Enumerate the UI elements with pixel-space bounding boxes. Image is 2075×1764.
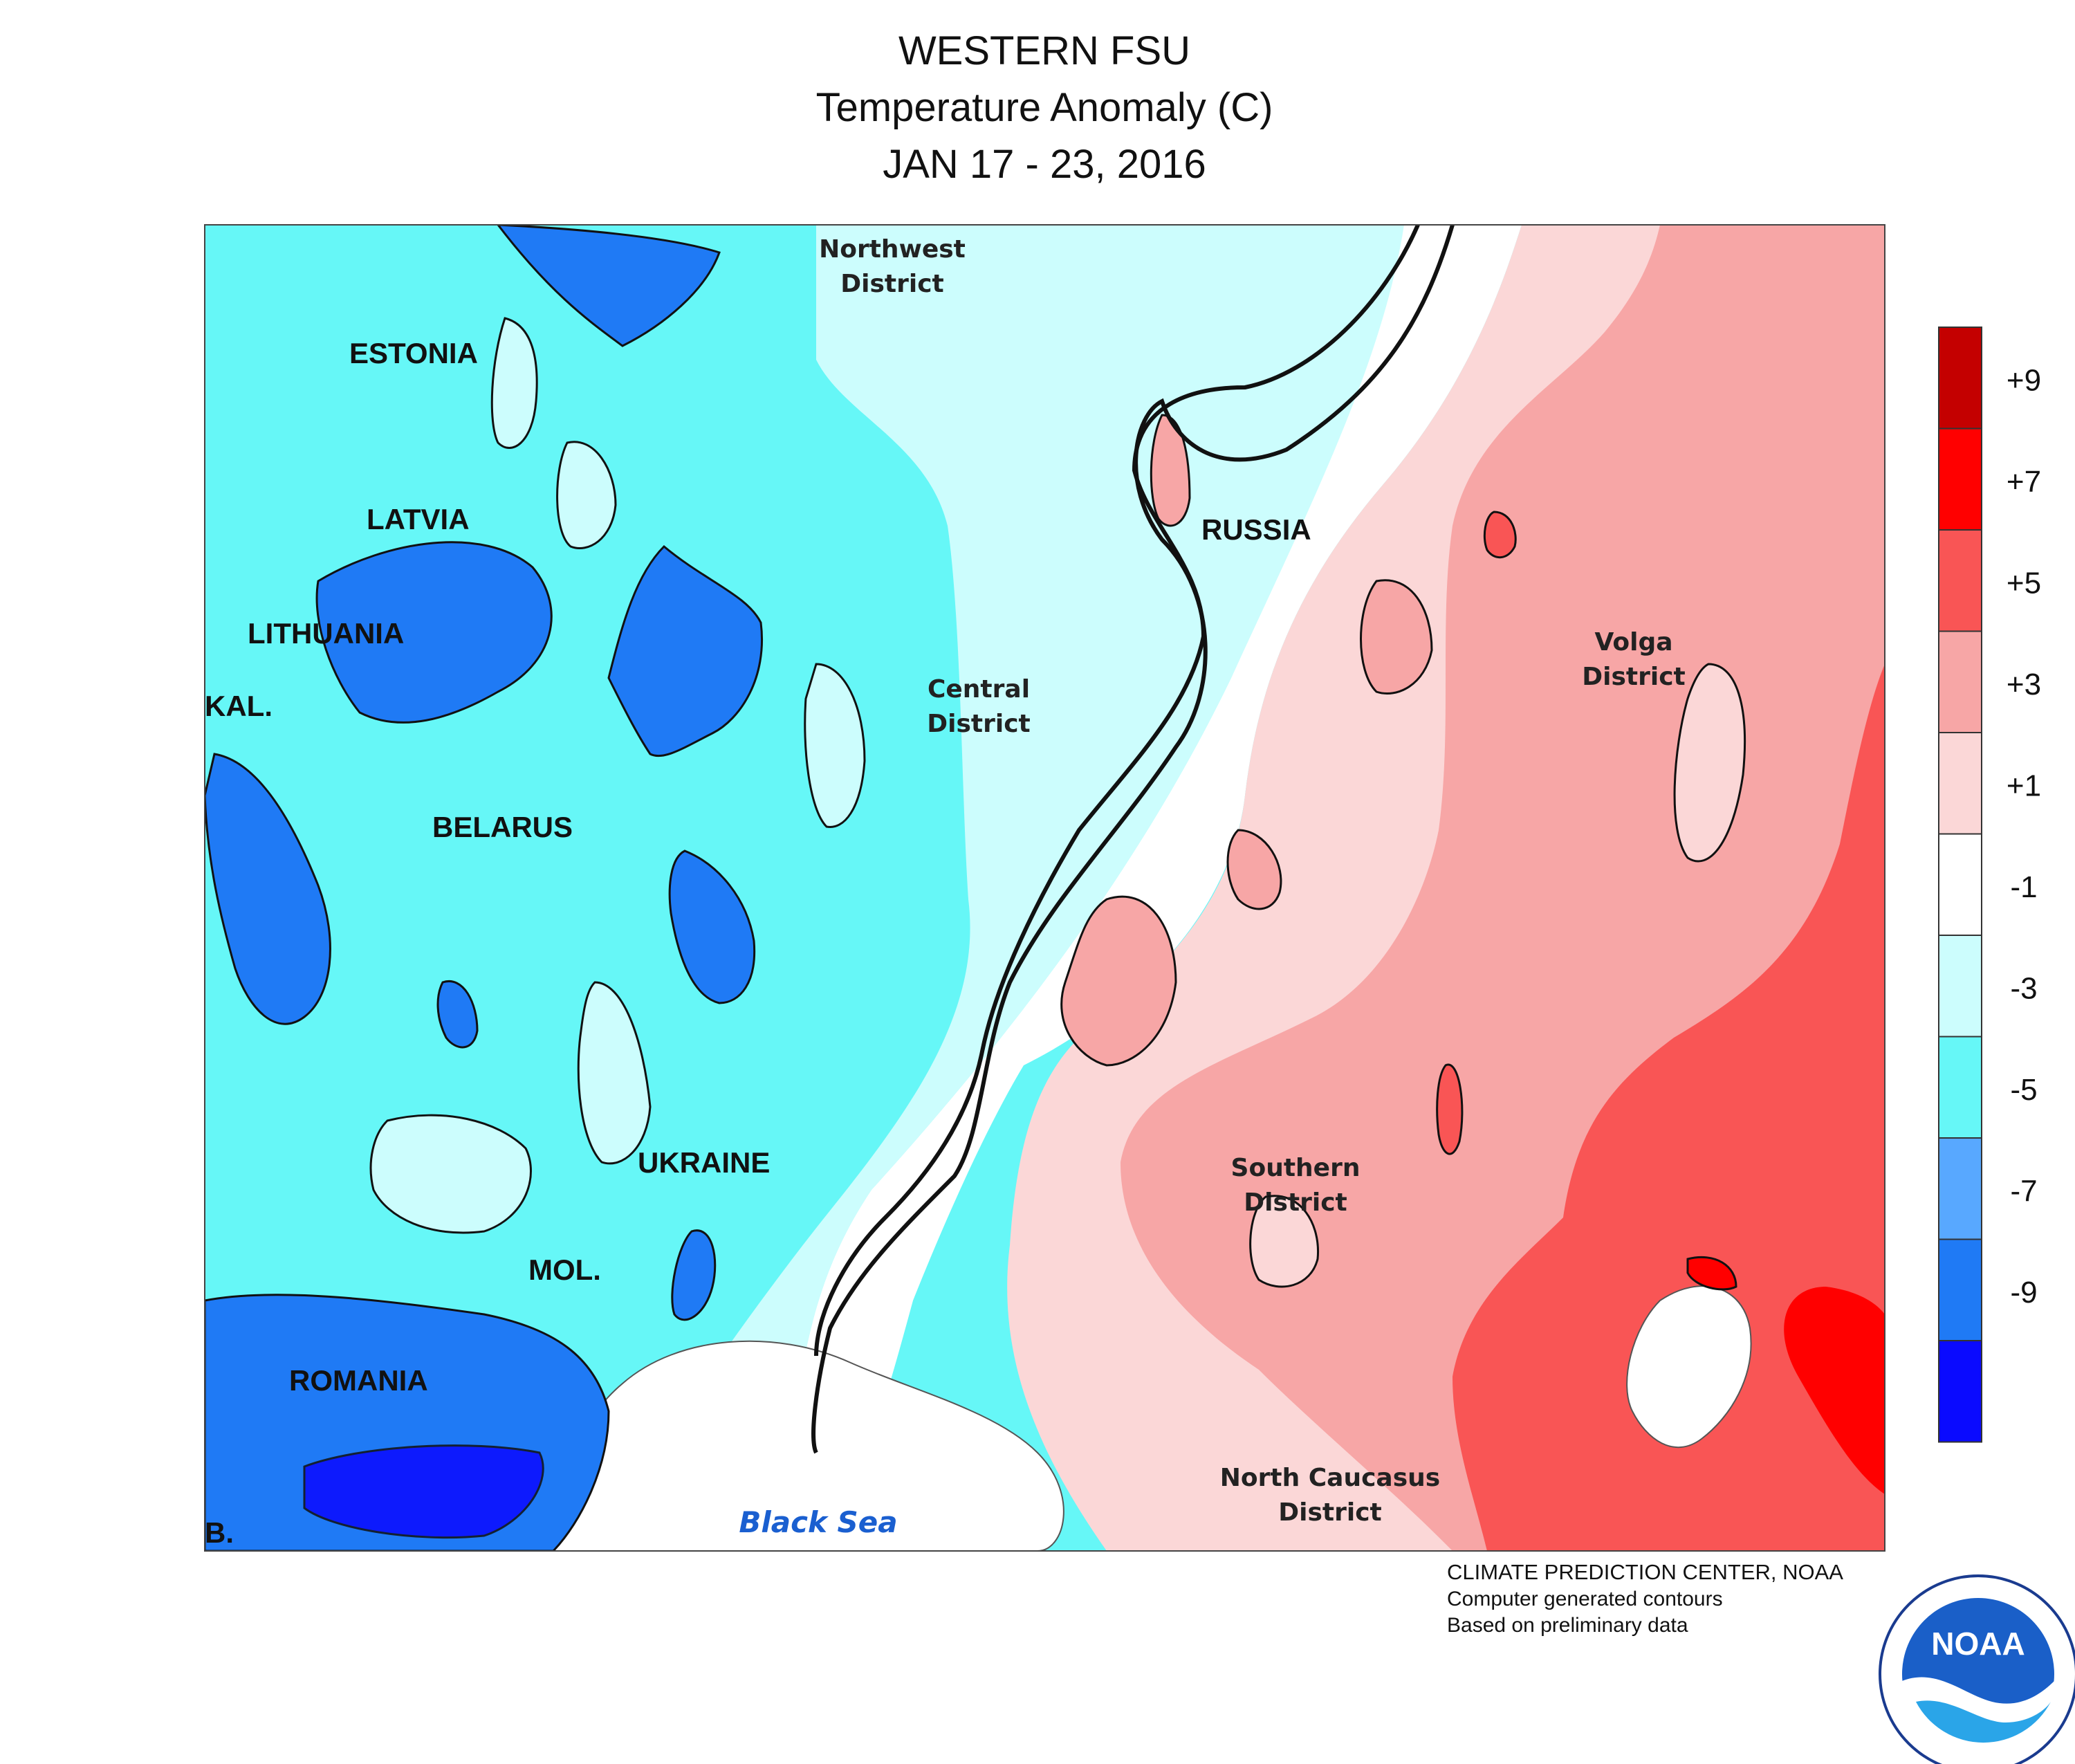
cold-core-ukraine-north <box>668 849 756 1004</box>
cold-core-east-belarus <box>607 544 763 757</box>
noaa-logo: NOAA <box>1879 1574 2075 1764</box>
field-plus7-plus9 <box>1784 1287 1885 1494</box>
label-belarus: BELARUS <box>432 811 573 843</box>
caspian-sea <box>1626 1285 1752 1449</box>
label-bulgaria: B. <box>205 1516 234 1549</box>
label-southern-2: District <box>1244 1188 1347 1217</box>
hot-dot-1 <box>1483 511 1517 559</box>
legend-swatch-9 <box>1938 1238 1982 1341</box>
warm-spot-2 <box>1360 579 1433 695</box>
legend-swatch-1 <box>1938 428 1982 531</box>
legend-swatch-6 <box>1938 935 1982 1038</box>
legend-swatch-5 <box>1938 833 1982 936</box>
legend-tick-label: +5 <box>2007 567 2041 600</box>
map-field <box>205 225 1885 1551</box>
label-northwest-2: District <box>840 270 944 298</box>
legend-swatch-10 <box>1938 1340 1982 1443</box>
island-3 <box>577 981 652 1165</box>
label-southern-1: Southern <box>1231 1154 1361 1182</box>
hot-dot-2 <box>1436 1063 1464 1155</box>
label-northwest-1: Northwest <box>819 235 966 264</box>
island-4 <box>804 663 866 829</box>
label-volga-1: Volga <box>1594 628 1672 656</box>
map-subtitle: Temperature Anomaly (C) <box>815 85 1273 130</box>
credit-line-3: Based on preliminary data <box>1447 1614 1688 1637</box>
color-legend: +9 +7 +5 +3 +1 -1 -3 -5 -7 -9 <box>1938 327 2041 1443</box>
cold-core-deep <box>303 1444 544 1539</box>
cold-core-latvia <box>315 541 553 724</box>
cold-core-small-1 <box>436 980 479 1049</box>
light-warm-southern <box>1249 1195 1320 1288</box>
legend-tick-label: -1 <box>2010 870 2037 904</box>
map-frame <box>204 224 1885 1552</box>
warm-spot-4 <box>1226 829 1282 910</box>
label-latvia: LATVIA <box>367 503 470 535</box>
label-central-2: District <box>927 710 1031 738</box>
label-black-sea: Black Sea <box>739 1505 897 1539</box>
warm-spot-3 <box>1060 895 1177 1067</box>
cold-core-north <box>497 225 721 347</box>
label-caucasus-1: North Caucasus <box>1220 1464 1440 1492</box>
map-title: WESTERN FSU <box>898 28 1191 73</box>
label-ukraine: UKRAINE <box>638 1146 770 1179</box>
label-moldova: MOL. <box>528 1253 601 1286</box>
legend-tick-label: +7 <box>2007 465 2041 499</box>
label-volga-2: District <box>1582 663 1686 691</box>
field-band-neutral <box>782 225 1522 1551</box>
legend-tick-label: -7 <box>2010 1175 2037 1209</box>
label-romania: ROMANIA <box>289 1364 428 1397</box>
island-1 <box>556 441 617 549</box>
legend-swatch-7 <box>1938 1036 1982 1139</box>
map-date-range: JAN 17 - 23, 2016 <box>883 142 1206 187</box>
cold-core-west <box>205 753 331 1025</box>
legend-swatch-0 <box>1938 327 1982 430</box>
credit-line-2: Computer generated contours <box>1447 1588 1723 1610</box>
legend-tick-label: +1 <box>2007 769 2041 803</box>
label-lithuania: LITHUANIA <box>248 617 404 650</box>
hot-dot-3 <box>1686 1256 1737 1291</box>
legend-swatch-2 <box>1938 529 1982 632</box>
cold-core-small-2 <box>671 1229 717 1321</box>
legend-tick-label: +3 <box>2007 668 2041 701</box>
label-central-1: Central <box>928 675 1030 704</box>
legend-swatch-3 <box>1938 630 1982 733</box>
legend-tick-label: -3 <box>2010 972 2037 1006</box>
legend-tick-label: -5 <box>2010 1073 2037 1107</box>
noaa-logo-text: NOAA <box>1931 1626 2025 1662</box>
legend-tick-label: +9 <box>2007 364 2041 398</box>
legend-swatch-4 <box>1938 732 1982 835</box>
field-band-minus1-minus3 <box>588 225 1452 1551</box>
label-kaliningrad: KAL. <box>205 690 273 722</box>
island-5 <box>490 317 538 449</box>
label-russia: RUSSIA <box>1201 513 1311 546</box>
legend-tick-label: -9 <box>2010 1276 2037 1310</box>
light-warm-volga <box>1673 663 1746 863</box>
legend-swatch-8 <box>1938 1137 1982 1240</box>
label-caucasus-2: District <box>1278 1498 1382 1527</box>
label-estonia: ESTONIA <box>349 337 478 369</box>
thick-contours <box>811 225 1455 1454</box>
field-plus5-plus7 <box>1452 664 1885 1551</box>
island-2 <box>369 1114 532 1234</box>
credit-line-1: CLIMATE PREDICTION CENTER, NOAA <box>1447 1560 1843 1584</box>
